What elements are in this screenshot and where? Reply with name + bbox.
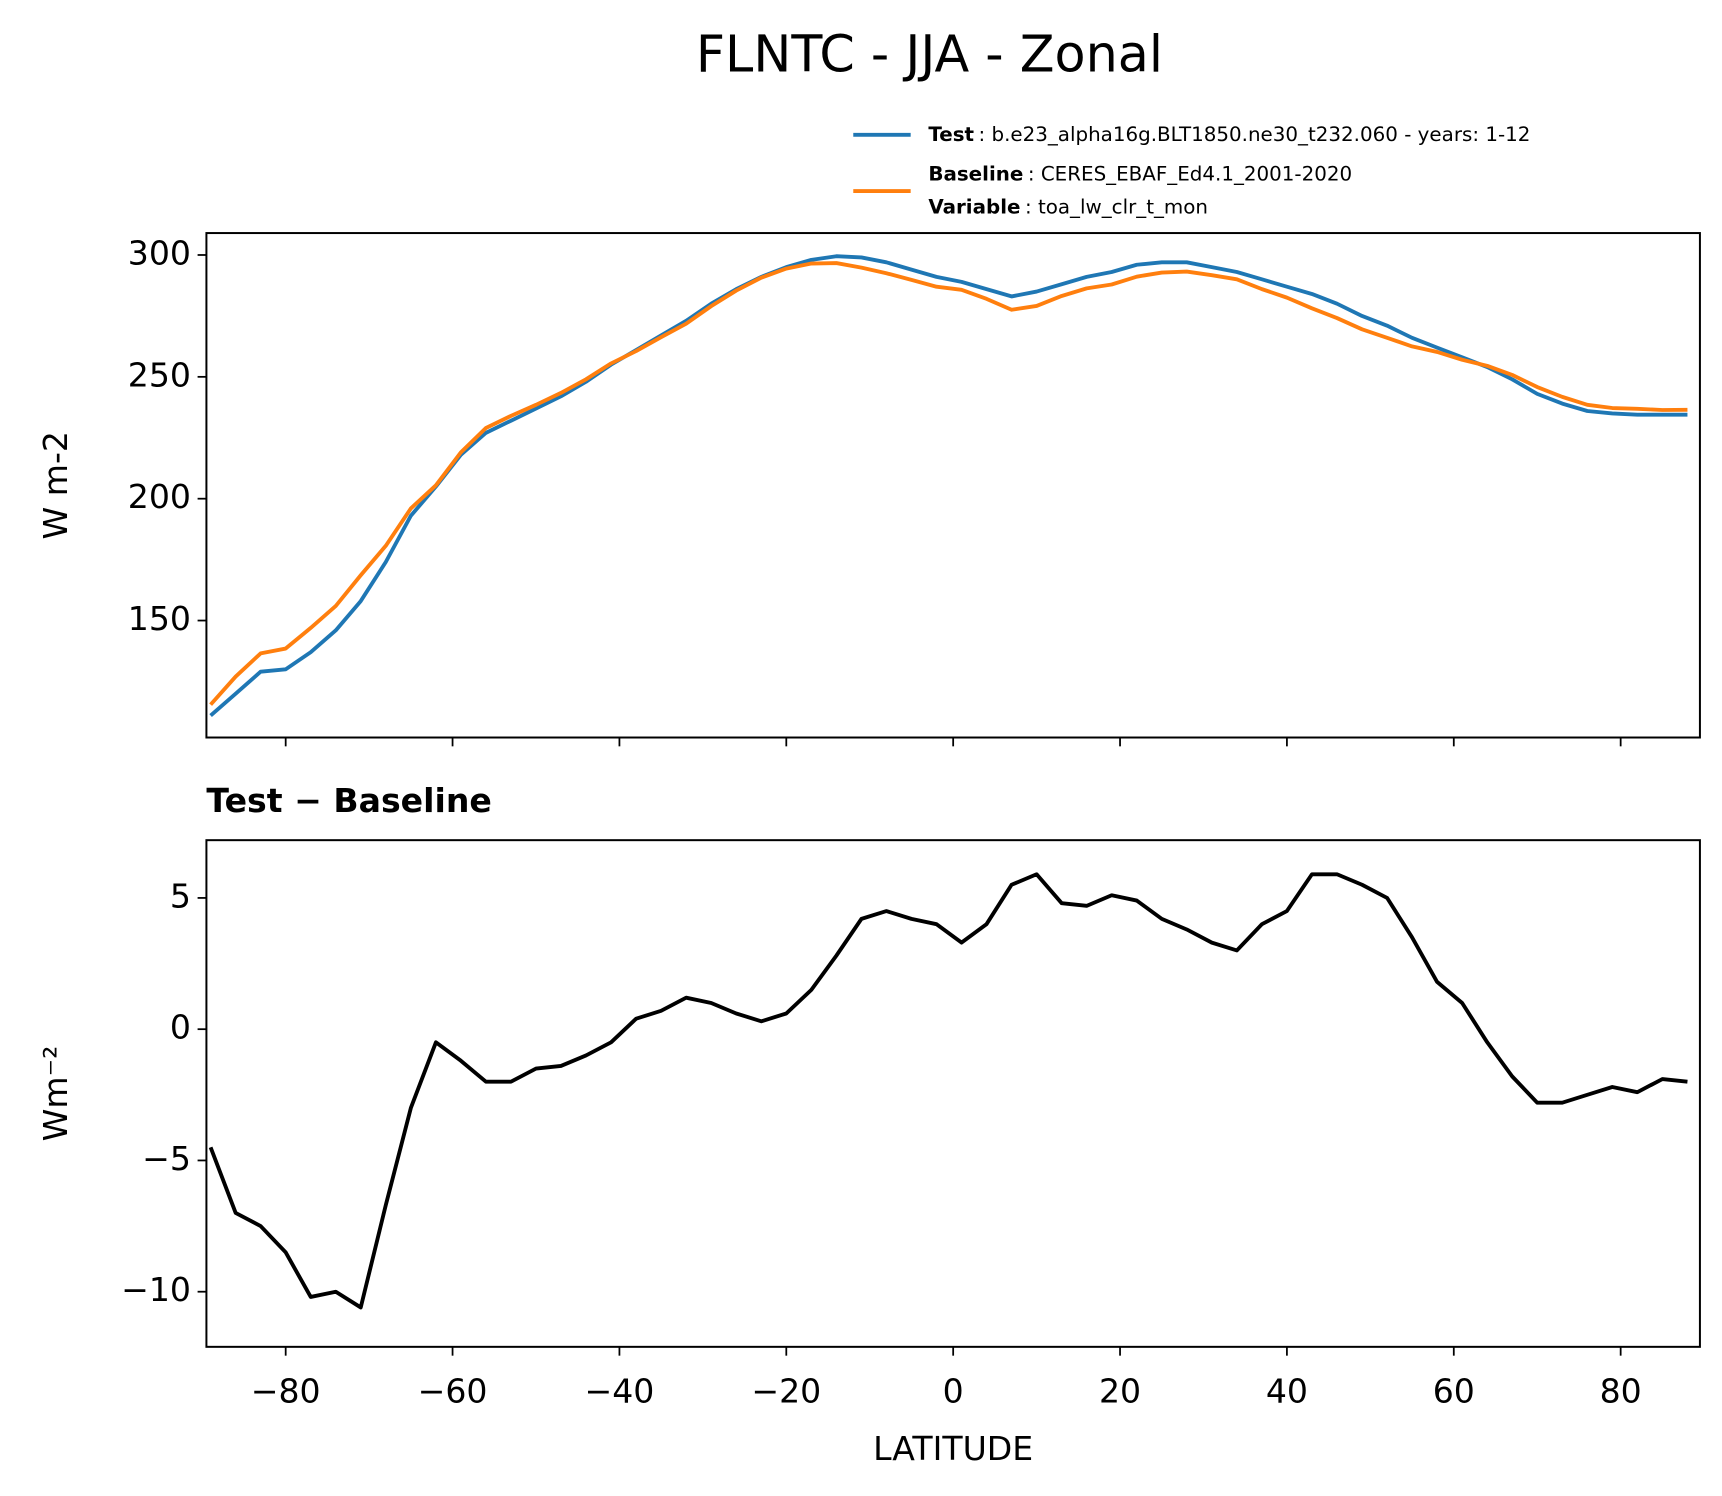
y-tick-label: 0 xyxy=(170,1008,191,1047)
legend-entry: Test: b.e23_alpha16g.BLT1850.ne30_t232.0… xyxy=(928,122,1530,145)
data-line xyxy=(209,261,1688,706)
x-tick-label: 0 xyxy=(943,1372,964,1411)
legend-label: : b.e23_alpha16g.BLT1850.ne30_t232.060 -… xyxy=(978,122,1530,145)
y-axis-label: W m-2 xyxy=(36,431,75,540)
x-tick-label: 60 xyxy=(1433,1372,1475,1411)
data-line xyxy=(208,872,1688,1310)
y-tick-label: 5 xyxy=(170,876,191,915)
x-tick-label: 40 xyxy=(1266,1372,1308,1411)
plot-frame xyxy=(205,232,1701,739)
y-axis-label: Wm⁻² xyxy=(36,1046,75,1142)
y-tick-label: 250 xyxy=(128,355,191,394)
plot-frame xyxy=(205,839,1701,1348)
legend-label: : CERES_EBAF_Ed4.1_2001-2020 xyxy=(1028,162,1352,185)
legend-name: Test xyxy=(928,122,974,145)
x-tick-label: 20 xyxy=(1099,1372,1141,1411)
y-tick-label: −10 xyxy=(121,1270,191,1309)
y-tick-label: 200 xyxy=(128,477,191,516)
y-tick-label: −5 xyxy=(142,1139,191,1178)
x-axis-label: LATITUDE xyxy=(873,1429,1033,1468)
legend-name: Baseline xyxy=(928,162,1023,185)
panel-title: Test − Baseline xyxy=(206,781,491,820)
y-tick-label: 300 xyxy=(128,233,191,272)
legend-entry: Variable: toa_lw_clr_t_mon xyxy=(928,195,1208,218)
x-tick-label: −80 xyxy=(251,1372,321,1411)
x-tick-label: −60 xyxy=(418,1372,488,1411)
legend-label: : toa_lw_clr_t_mon xyxy=(1025,195,1208,218)
legend-entry: Baseline: CERES_EBAF_Ed4.1_2001-2020 xyxy=(928,162,1352,185)
x-tick-label: −20 xyxy=(751,1372,821,1411)
x-tick-label: −40 xyxy=(584,1372,654,1411)
x-tick-label: 80 xyxy=(1600,1372,1642,1411)
figure-title: FLNTC - JJA - Zonal xyxy=(696,25,1163,84)
y-tick-label: 150 xyxy=(128,599,191,638)
legend-name: Variable xyxy=(928,195,1020,218)
